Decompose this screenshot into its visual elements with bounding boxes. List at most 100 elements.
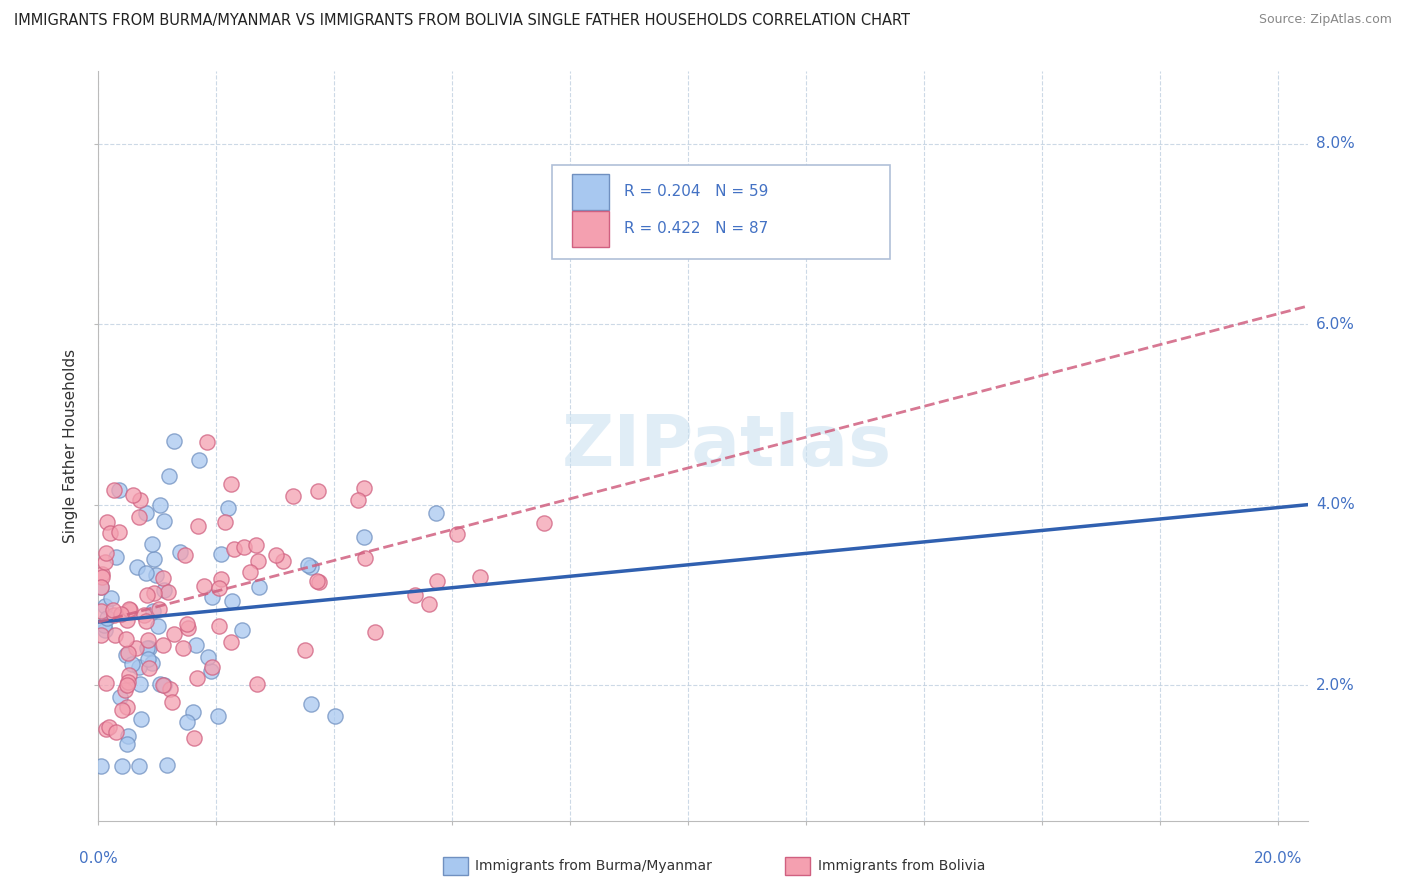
Point	[110, 759, 132, 773]
Point	[96, 611, 118, 625]
Point	[90, 628, 112, 642]
Point	[217, 500, 239, 515]
Point	[118, 668, 141, 682]
Point	[104, 725, 127, 739]
Point	[105, 550, 128, 565]
Point	[221, 594, 243, 608]
Text: 2.0%: 2.0%	[1316, 678, 1354, 693]
Point	[90, 759, 112, 773]
Point	[121, 657, 143, 672]
Point	[103, 608, 125, 623]
Text: 4.0%: 4.0%	[1316, 497, 1354, 512]
Point	[153, 514, 176, 528]
Text: R = 0.204   N = 59: R = 0.204 N = 59	[624, 184, 769, 199]
Point	[307, 484, 329, 499]
Point	[107, 483, 129, 498]
Point	[128, 509, 150, 524]
Point	[193, 579, 215, 593]
Point	[135, 506, 157, 520]
Point	[136, 633, 159, 648]
Point	[108, 525, 131, 540]
Point	[201, 590, 224, 604]
Point	[200, 664, 222, 678]
Point	[152, 638, 174, 652]
Point	[141, 537, 163, 551]
Point	[100, 591, 122, 605]
Point	[404, 588, 426, 602]
Point	[209, 572, 232, 586]
Point	[305, 574, 328, 588]
Point	[118, 603, 141, 617]
Text: 6.0%: 6.0%	[1316, 317, 1355, 332]
Point	[231, 623, 253, 637]
Point	[135, 614, 157, 628]
Point	[470, 569, 492, 583]
Point	[156, 585, 179, 599]
Point	[209, 547, 232, 561]
Point	[96, 515, 118, 529]
Point	[187, 519, 209, 533]
FancyBboxPatch shape	[551, 165, 890, 259]
Point	[219, 635, 242, 649]
Point	[271, 554, 294, 568]
Point	[94, 624, 117, 638]
Point	[91, 566, 114, 581]
Point	[233, 540, 256, 554]
Point	[183, 731, 205, 746]
Point	[100, 525, 122, 540]
Point	[177, 621, 200, 635]
Point	[153, 678, 176, 692]
Point	[90, 580, 112, 594]
Point	[94, 599, 117, 614]
Point	[425, 506, 447, 520]
Point	[117, 646, 139, 660]
Point	[153, 583, 176, 598]
Point	[297, 558, 319, 573]
Point	[188, 453, 211, 467]
Point	[149, 677, 172, 691]
Point	[246, 676, 269, 690]
Point	[121, 488, 143, 502]
Text: ZIPatlas: ZIPatlas	[562, 411, 893, 481]
Point	[347, 492, 370, 507]
Point	[90, 580, 112, 594]
Point	[136, 651, 159, 665]
Point	[142, 603, 165, 617]
Point	[294, 643, 316, 657]
Text: Immigrants from Bolivia: Immigrants from Bolivia	[818, 859, 986, 873]
FancyBboxPatch shape	[572, 211, 609, 247]
Text: R = 0.422   N = 87: R = 0.422 N = 87	[624, 221, 769, 236]
Point	[101, 603, 124, 617]
Point	[159, 682, 181, 697]
FancyBboxPatch shape	[443, 857, 468, 875]
Point	[157, 469, 180, 483]
Point	[353, 550, 375, 565]
Text: 0.0%: 0.0%	[79, 851, 118, 866]
Point	[115, 648, 138, 662]
Text: 8.0%: 8.0%	[1316, 136, 1354, 151]
Point	[308, 575, 330, 590]
Text: 20.0%: 20.0%	[1254, 851, 1302, 866]
Point	[108, 690, 131, 705]
Point	[418, 597, 440, 611]
Point	[197, 650, 219, 665]
Point	[353, 481, 375, 495]
Point	[149, 498, 172, 512]
FancyBboxPatch shape	[572, 174, 609, 210]
Point	[114, 632, 136, 646]
Point	[117, 601, 139, 615]
Point	[132, 608, 155, 623]
Point	[135, 566, 157, 581]
Point	[323, 709, 346, 723]
Point	[533, 516, 555, 531]
Point	[169, 545, 191, 559]
Point	[145, 567, 167, 582]
Point	[364, 624, 387, 639]
Point	[115, 613, 138, 627]
Text: Immigrants from Burma/Myanmar: Immigrants from Burma/Myanmar	[475, 859, 711, 873]
Point	[176, 715, 198, 730]
Point	[239, 565, 262, 579]
Point	[104, 628, 127, 642]
Point	[128, 759, 150, 773]
Point	[148, 602, 170, 616]
